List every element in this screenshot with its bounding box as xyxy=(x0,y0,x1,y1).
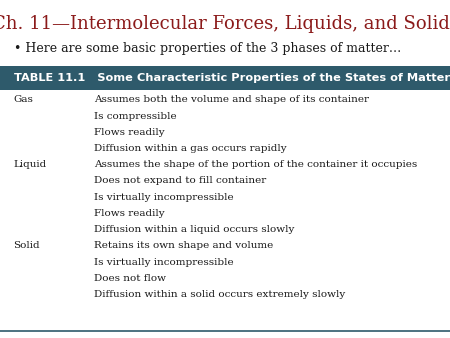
Text: Is virtually incompressible: Is virtually incompressible xyxy=(94,193,234,202)
Text: Diffusion within a gas occurs rapidly: Diffusion within a gas occurs rapidly xyxy=(94,144,287,153)
Text: Flows readily: Flows readily xyxy=(94,128,165,137)
Text: Assumes the shape of the portion of the container it occupies: Assumes the shape of the portion of the … xyxy=(94,160,418,169)
FancyBboxPatch shape xyxy=(0,66,450,90)
Text: Does not expand to fill container: Does not expand to fill container xyxy=(94,176,267,186)
Text: Solid: Solid xyxy=(14,241,40,250)
Text: Ch. 11—Intermolecular Forces, Liquids, and Solids: Ch. 11—Intermolecular Forces, Liquids, a… xyxy=(0,15,450,33)
Text: Assumes both the volume and shape of its container: Assumes both the volume and shape of its… xyxy=(94,95,369,104)
Text: Gas: Gas xyxy=(14,95,33,104)
Text: Diffusion within a solid occurs extremely slowly: Diffusion within a solid occurs extremel… xyxy=(94,290,346,299)
Text: Liquid: Liquid xyxy=(14,160,47,169)
Text: Retains its own shape and volume: Retains its own shape and volume xyxy=(94,241,274,250)
Text: Does not flow: Does not flow xyxy=(94,274,166,283)
Text: TABLE 11.1   Some Characteristic Properties of the States of Matter: TABLE 11.1 Some Characteristic Propertie… xyxy=(14,73,450,83)
Text: Flows readily: Flows readily xyxy=(94,209,165,218)
Text: Is compressible: Is compressible xyxy=(94,112,177,121)
Text: Is virtually incompressible: Is virtually incompressible xyxy=(94,258,234,267)
Text: Diffusion within a liquid occurs slowly: Diffusion within a liquid occurs slowly xyxy=(94,225,295,234)
Text: • Here are some basic properties of the 3 phases of matter…: • Here are some basic properties of the … xyxy=(14,42,401,55)
